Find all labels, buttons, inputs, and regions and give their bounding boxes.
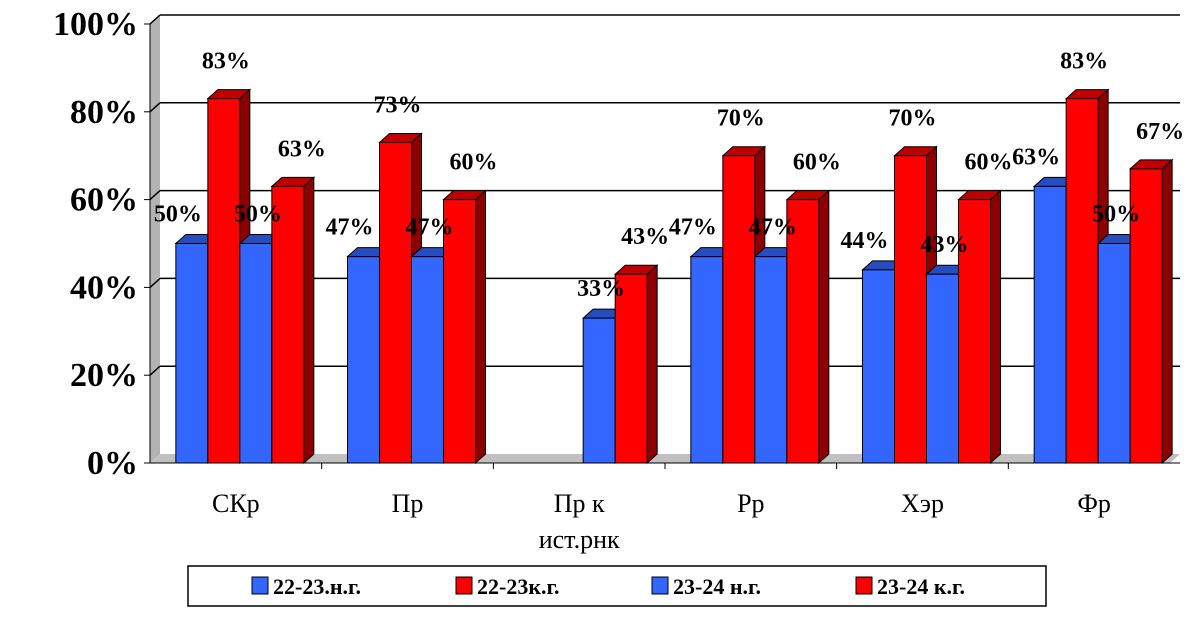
bar-front [379, 142, 412, 464]
bar-front [958, 199, 991, 464]
bar-side [646, 264, 658, 465]
x-category-label: Хэр [901, 489, 944, 518]
side-wall [150, 15, 160, 463]
y-tick-label: 40% [70, 269, 138, 306]
data-label: 47% [406, 215, 454, 241]
legend-item[interactable]: 22-23.н.г. [251, 574, 361, 599]
data-label: 83% [202, 49, 250, 75]
legend-item[interactable]: 23-24 к.г. [855, 574, 965, 599]
data-label: 73% [374, 93, 422, 119]
gridlines [149, 14, 1180, 376]
data-label: 70% [889, 106, 937, 132]
bar[interactable] [206, 88, 252, 465]
bar[interactable] [785, 189, 831, 465]
legend-swatch [651, 576, 669, 595]
bar-front [411, 256, 444, 464]
gridline-diagonal [149, 102, 161, 113]
y-tick-label: 0% [87, 445, 138, 482]
bar-front [926, 273, 959, 464]
legend-label: 22-23.н.г. [273, 574, 361, 599]
data-label: 63% [1012, 144, 1060, 170]
bar-side [990, 189, 1001, 465]
bar[interactable] [1128, 158, 1174, 465]
x-category-label: Пр к [554, 489, 605, 518]
data-label: 60% [793, 150, 841, 176]
gridline-diagonal [149, 365, 161, 376]
data-label: 47% [749, 215, 797, 241]
bar-front [862, 269, 895, 464]
bar-front [786, 199, 820, 464]
data-label: 50% [1092, 202, 1140, 228]
data-label: 63% [278, 136, 326, 162]
data-label: 47% [326, 215, 374, 241]
bar-front [239, 243, 273, 464]
legend: 22-23.н.г. 22-23к.г. 23-24 н.г. 23-24 к.г. [187, 565, 1047, 607]
bar[interactable] [270, 176, 316, 465]
x-category-label: Фр [1077, 489, 1111, 518]
bars [174, 88, 1174, 465]
bar-front [1097, 243, 1131, 464]
data-label: 43% [621, 224, 669, 250]
data-label: 43% [921, 232, 969, 258]
bar[interactable] [442, 189, 487, 465]
bar-front [1033, 185, 1067, 464]
bar-front [614, 273, 648, 464]
legend-swatch [455, 576, 473, 595]
legend-label: 22-23к.г. [477, 574, 560, 599]
data-label: 33% [577, 276, 625, 302]
legend-swatch [855, 576, 873, 595]
data-label: 60% [965, 150, 1013, 176]
y-axis-ticks: 0% 20% 40% 60% 80% 100% [53, 6, 1180, 482]
data-label: 44% [841, 228, 889, 254]
gridline-diagonal [149, 190, 161, 201]
legend-label: 23-24 н.г. [673, 574, 761, 599]
bar-front [690, 256, 724, 464]
data-label: 60% [450, 150, 498, 176]
bar-side [475, 189, 486, 465]
gridline-diagonal [149, 277, 161, 288]
x-axis-categories: СКр Пр Пр к ист.рнк Рр Хэр Фр [212, 463, 1111, 554]
legend-swatch [251, 576, 269, 595]
y-tick-label: 100% [53, 6, 138, 43]
bar-front [175, 243, 209, 464]
legend-label: 23-24 к.г. [877, 574, 965, 599]
legend-item[interactable]: 22-23к.г. [455, 574, 560, 599]
bar-front [894, 155, 927, 464]
bar-front [1129, 168, 1163, 464]
bar[interactable] [957, 189, 1002, 465]
data-label: 70% [717, 106, 765, 132]
data-labels: 50%83%50%63%47%73%47%60%33%43% 47%70%47%6… [154, 49, 1184, 303]
gridline-diagonal [149, 14, 161, 25]
y-tick-label: 80% [70, 94, 138, 131]
x-category-label: ист.рнк [539, 525, 620, 554]
legend-box [187, 565, 1047, 607]
bar-front [582, 317, 616, 464]
bar-side [1161, 158, 1173, 465]
bar[interactable] [613, 264, 659, 465]
bar-side [818, 189, 830, 465]
data-label: 67% [1136, 119, 1184, 145]
bar-front [754, 256, 788, 464]
bar-front [1065, 98, 1099, 464]
x-category-label: Пр [392, 489, 424, 518]
bar-front [722, 155, 756, 464]
data-label: 83% [1060, 49, 1108, 75]
legend-item[interactable]: 23-24 н.г. [651, 574, 761, 599]
y-tick-label: 60% [70, 182, 138, 219]
bar-front [443, 199, 476, 464]
bar-front [207, 98, 241, 464]
data-label: 50% [234, 202, 282, 228]
x-category-label: Рр [737, 489, 764, 518]
x-category-label: СКр [212, 489, 260, 518]
data-label: 47% [669, 215, 717, 241]
bar-front [347, 256, 380, 464]
bar-front [271, 185, 305, 464]
y-tick-label: 20% [70, 357, 138, 394]
data-label: 50% [154, 202, 202, 228]
bar-side [303, 176, 315, 465]
